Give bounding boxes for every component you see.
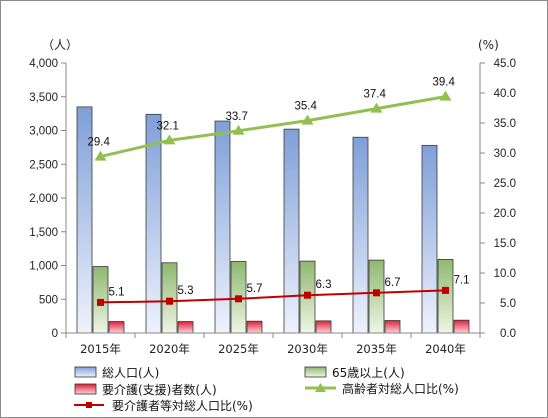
legend-marker-care-ratio — [86, 402, 92, 408]
legend-label-elderly-ratio: 高齢者対総人口比(%) — [342, 381, 459, 396]
elderly-ratio-label: 32.1 — [157, 120, 179, 132]
right-tick-label: 40.0 — [494, 88, 516, 100]
elderly-ratio-label: 35.4 — [295, 101, 318, 113]
right-axis-ticks: 0.0 5.0 10.0 15.0 20.0 25.0 30.0 35.0 40.0 45.0 — [480, 58, 516, 340]
elderly-ratio-label: 33.7 — [226, 111, 248, 123]
legend-item-over65: 65歳以上(人) — [304, 366, 405, 380]
category-label: 2015年 — [80, 342, 121, 356]
legend-swatch-over65 — [304, 366, 327, 378]
care-needed-bar — [453, 319, 470, 334]
line-series — [94, 90, 452, 306]
care-ratio-point — [235, 295, 242, 303]
right-tick-label: 0.0 — [500, 328, 516, 340]
total-population-bar — [283, 128, 300, 334]
right-tick-label: 25.0 — [494, 178, 516, 190]
right-tick-label: 35.0 — [494, 118, 516, 130]
category-labels: 2015年 2020年 2025年 2030年 2035年 2040年 — [80, 342, 466, 356]
over65-bar — [368, 259, 385, 334]
care-ratio-label: 5.3 — [178, 285, 194, 297]
care-ratio-label: 6.3 — [316, 279, 332, 291]
total-population-bar — [421, 144, 438, 334]
category-label: 2025年 — [218, 342, 259, 356]
legend-item-care-ratio: 要介護者等対総人口比(%) — [74, 398, 253, 413]
care-needed-bar — [177, 321, 194, 334]
elderly-ratio-label: 37.4 — [364, 89, 387, 101]
elderly-ratio-label: 29.4 — [88, 137, 111, 149]
left-tick-label: 2,000 — [29, 193, 58, 205]
total-population-bar — [214, 120, 231, 334]
left-tick-label: 500 — [39, 294, 58, 306]
right-tick-label: 20.0 — [494, 208, 516, 220]
left-tick-label: 1,500 — [29, 227, 58, 239]
care-ratio-label: 5.1 — [109, 286, 125, 298]
legend-swatch-care-needed — [74, 383, 97, 395]
elderly-ratio-point — [232, 124, 245, 135]
elderly-ratio-point — [94, 150, 107, 161]
legend-item-elderly-ratio: 高齢者対総人口比(%) — [305, 381, 459, 396]
legend-swatch-total-population — [74, 366, 97, 378]
category-label: 2020年 — [149, 342, 190, 356]
elderly-ratio-point — [439, 90, 452, 101]
care-needed-bar — [246, 320, 263, 334]
care-ratio-line — [100, 289, 446, 304]
left-tick-label: 3,000 — [29, 126, 58, 138]
legend-label-care-ratio: 要介護者等対総人口比(%) — [112, 398, 253, 413]
legend-label-over65: 65歳以上(人) — [332, 366, 405, 380]
right-tick-label: 30.0 — [494, 148, 516, 160]
care-ratio-point — [166, 297, 173, 305]
care-needed-bar — [108, 321, 125, 334]
legend-item-total-population: 総人口(人) — [74, 366, 159, 380]
left-tick-label: 3,500 — [29, 92, 58, 104]
right-tick-label: 15.0 — [494, 238, 516, 250]
care-needed-bar — [315, 320, 332, 334]
axes — [65, 63, 481, 338]
care-ratio-label: 5.7 — [247, 283, 263, 295]
left-tick-label: 2,500 — [29, 159, 58, 171]
total-population-bar — [145, 113, 162, 334]
category-label: 2030年 — [287, 342, 328, 356]
care-ratio-point — [442, 286, 449, 294]
over65-bar — [437, 259, 454, 334]
right-axis-unit: (%) — [478, 38, 499, 52]
legend-label-total-population: 総人口(人) — [102, 366, 159, 380]
care-ratio-point — [373, 289, 380, 297]
category-label: 2040年 — [425, 342, 466, 356]
right-tick-label: 5.0 — [500, 298, 516, 310]
right-tick-label: 10.0 — [494, 268, 516, 280]
category-label: 2035年 — [356, 342, 397, 356]
legend-marker-elderly-ratio — [315, 383, 326, 392]
total-population-bar — [352, 136, 369, 334]
care-ratio-point — [97, 298, 104, 306]
legend: 総人口(人) 65歳以上(人) 要介護(支援)者数(人) 高齢者対総人口比(%)… — [74, 366, 459, 413]
data-labels: 29.4 32.1 33.7 35.4 37.4 39.4 5.1 5.3 5.7 6.3 6.7 7… — [88, 77, 470, 299]
legend-item-care-needed: 要介護(支援)者数(人) — [74, 382, 217, 397]
care-ratio-label: 6.7 — [385, 277, 401, 289]
elderly-ratio-label: 39.4 — [433, 77, 456, 89]
left-axis-unit: （人） — [42, 38, 78, 52]
legend-label-care-needed: 要介護(支援)者数(人) — [102, 382, 217, 397]
care-ratio-point — [304, 291, 311, 299]
right-tick-label: 45.0 — [494, 58, 516, 70]
left-axis-ticks: 0 500 1,000 1,500 2,000 2,500 3,000 3,500 4,000 — [29, 58, 66, 340]
elderly-ratio-point — [301, 114, 314, 125]
elderly-ratio-point — [370, 102, 383, 113]
left-tick-label: 1,000 — [29, 261, 58, 273]
care-ratio-label: 7.1 — [454, 274, 470, 286]
bar-series — [76, 106, 470, 334]
care-needed-bar — [384, 320, 401, 334]
left-tick-label: 4,000 — [29, 58, 58, 70]
elderly-ratio-line — [100, 95, 446, 159]
elderly-ratio-point — [163, 134, 176, 145]
left-tick-label: 0 — [52, 328, 58, 340]
